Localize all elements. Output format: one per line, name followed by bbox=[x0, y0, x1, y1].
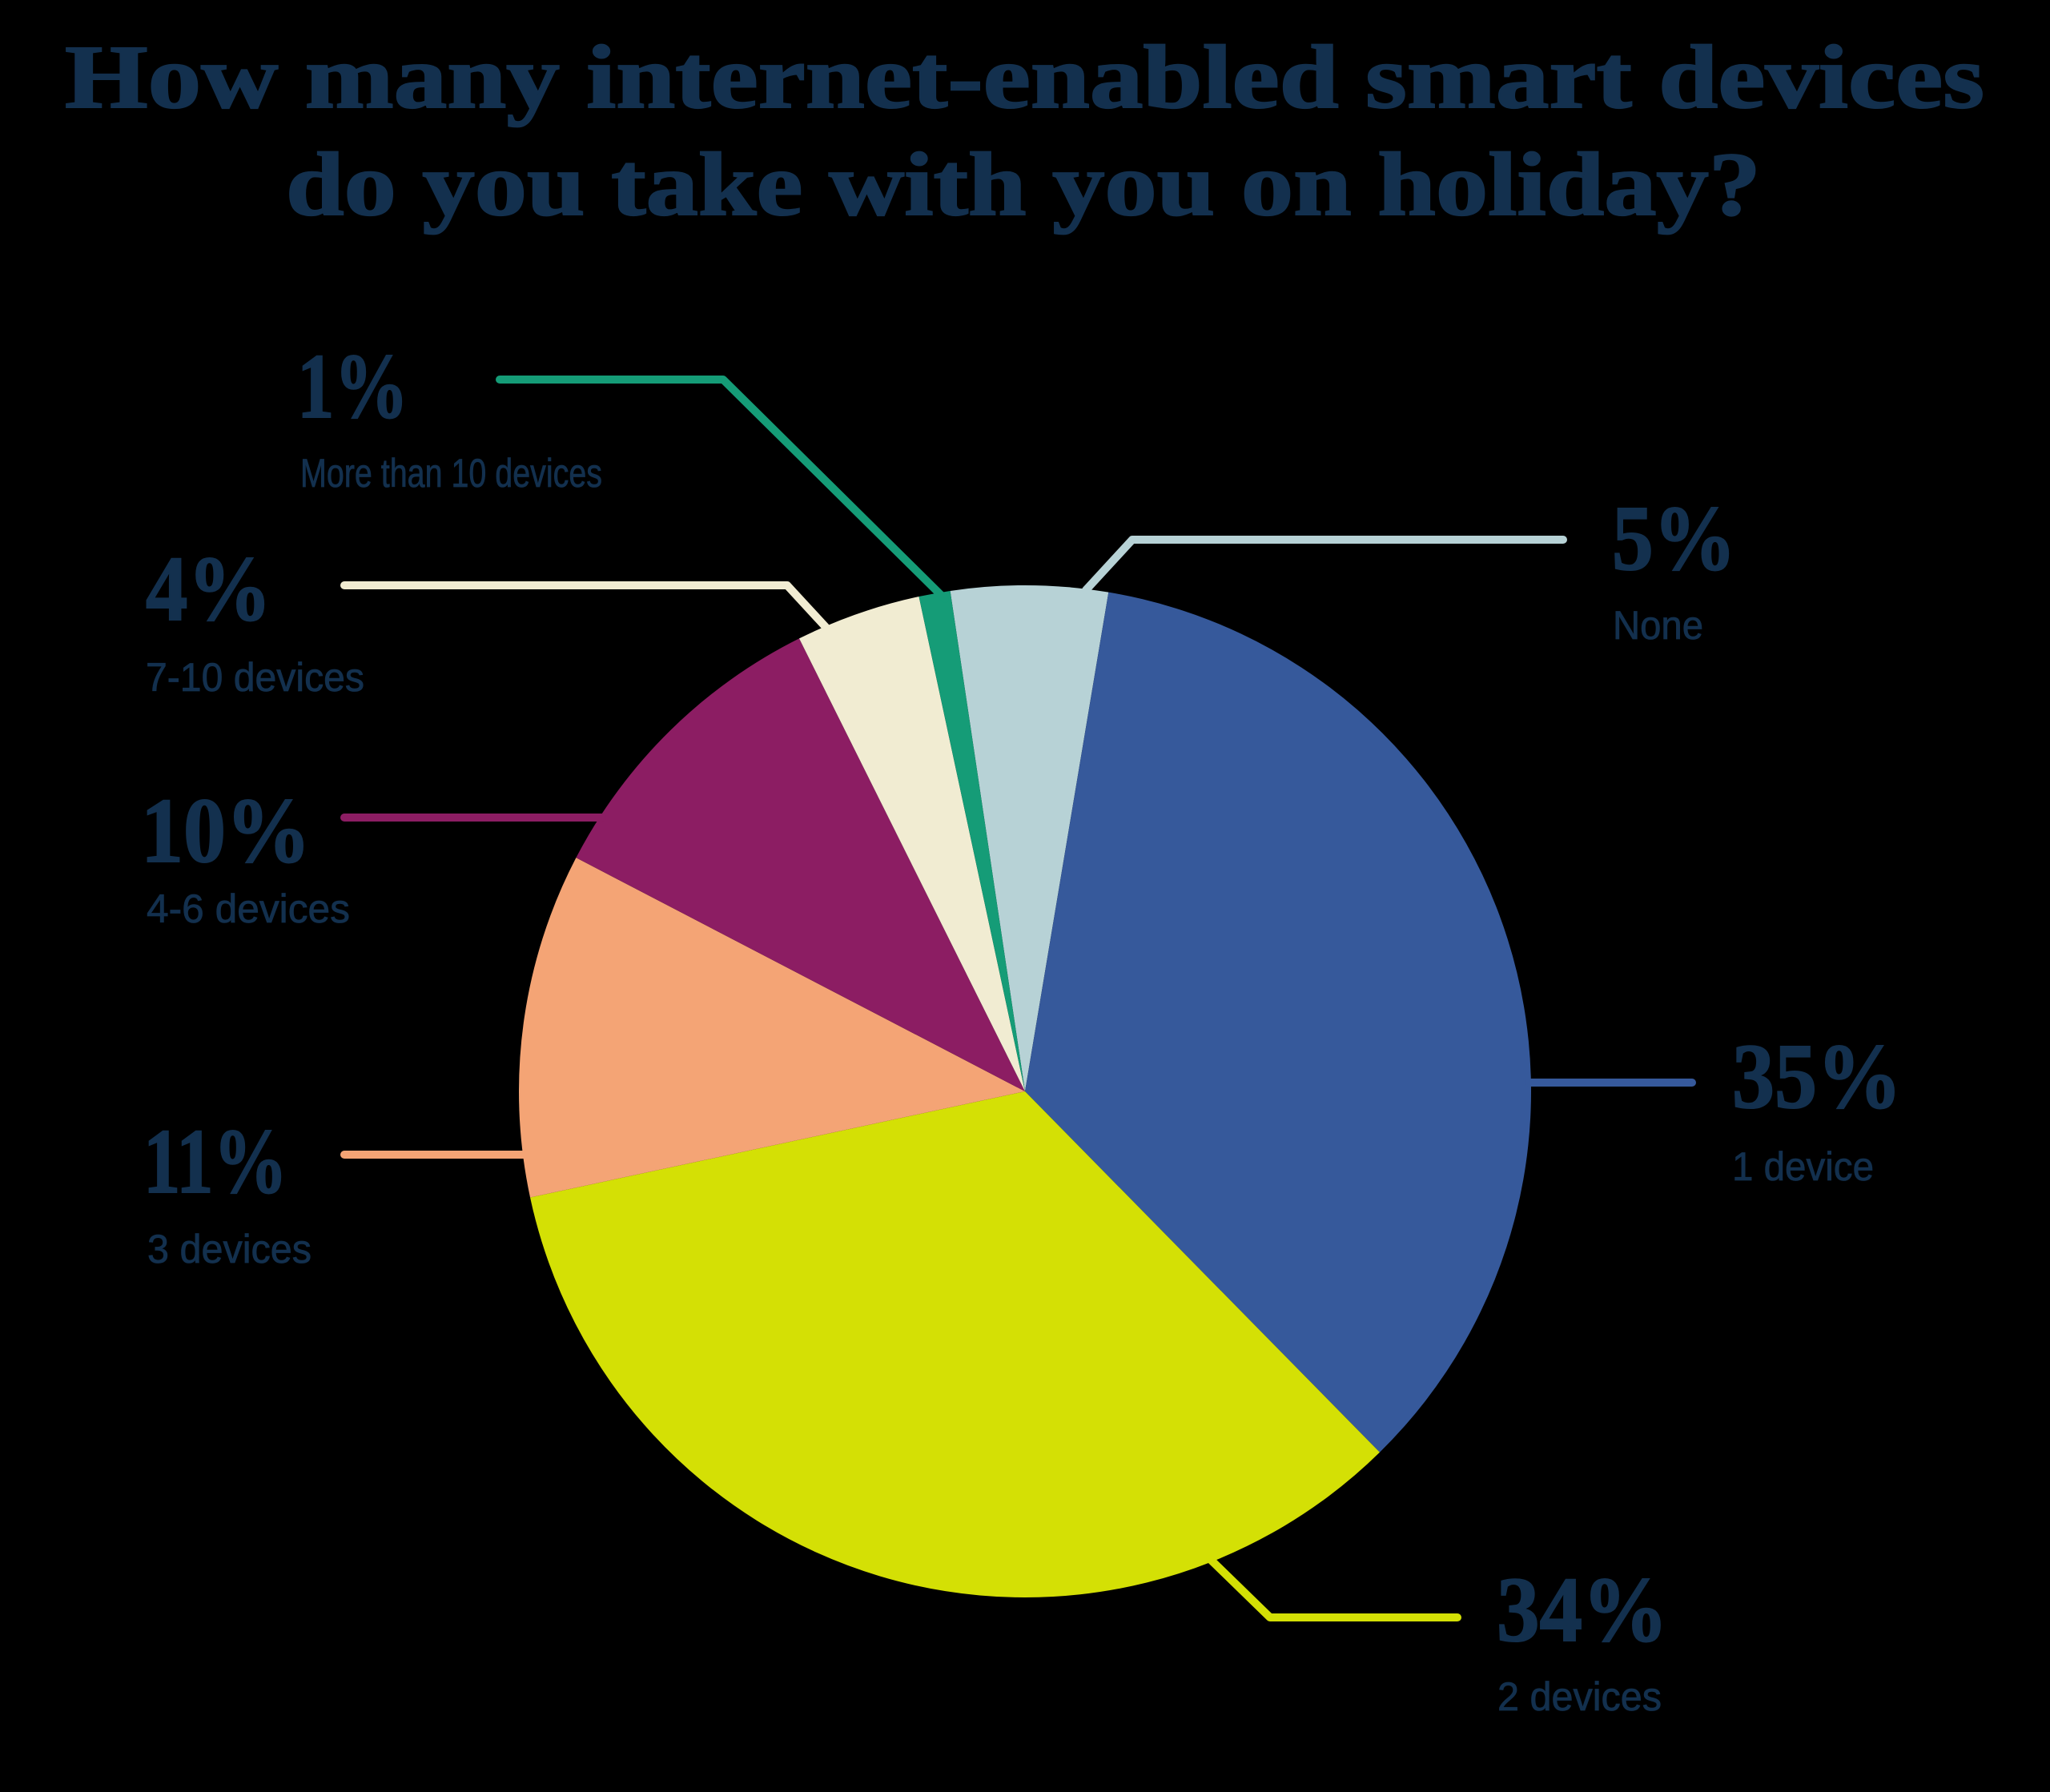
svg-text:5%: 5% bbox=[1612, 488, 1736, 590]
svg-text:4-6 devices: 4-6 devices bbox=[147, 886, 350, 931]
svg-text:35%: 35% bbox=[1732, 1026, 1902, 1128]
svg-text:How many internet-enabled smar: How many internet-enabled smart devices bbox=[65, 27, 1984, 127]
svg-text:1%: 1% bbox=[297, 335, 408, 438]
svg-text:10%: 10% bbox=[141, 780, 311, 882]
svg-text:7-10 devices: 7-10 devices bbox=[146, 655, 364, 700]
svg-text:1 device: 1 device bbox=[1732, 1144, 1874, 1189]
svg-text:4%: 4% bbox=[146, 538, 271, 641]
svg-text:34%: 34% bbox=[1497, 1559, 1668, 1661]
svg-text:2 devices: 2 devices bbox=[1497, 1674, 1662, 1719]
svg-text:11%: 11% bbox=[143, 1111, 287, 1213]
svg-text:3 devices: 3 devices bbox=[147, 1227, 312, 1272]
svg-text:More than 10 devices: More than 10 devices bbox=[300, 451, 602, 496]
svg-text:None: None bbox=[1613, 603, 1703, 648]
svg-text:do you take with you on holida: do you take with you on holiday? bbox=[286, 135, 1761, 235]
